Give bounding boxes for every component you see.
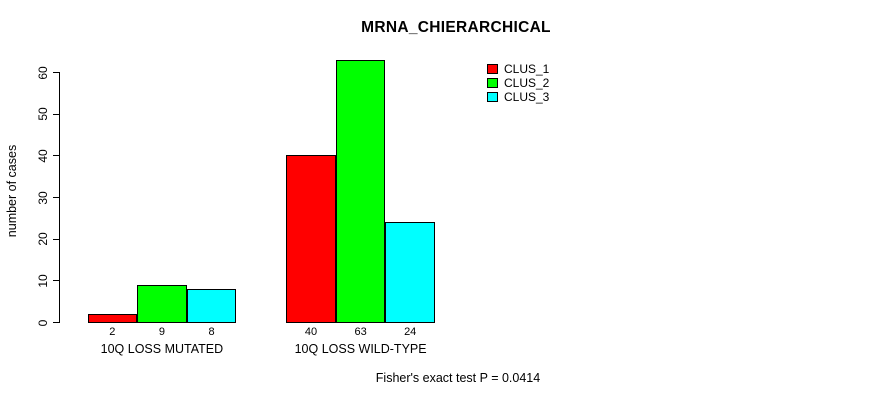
legend-swatch-clus_1 [487, 64, 498, 74]
y-axis-line [59, 72, 60, 323]
legend-label: CLUS_2 [504, 76, 550, 90]
chart-title: MRNA_CHIERARCHICAL [361, 19, 551, 36]
legend-label: CLUS_1 [504, 62, 550, 76]
bar-clus_1-group2 [286, 155, 336, 323]
legend-item: CLUS_2 [487, 76, 549, 90]
y-axis-label: number of cases [5, 144, 19, 238]
bar-clus_2-group1 [137, 284, 187, 323]
bar-value-label: 9 [158, 325, 165, 338]
y-tick-label: 60 [36, 65, 50, 80]
y-tick-label: 10 [36, 274, 50, 288]
bar-value-label: 63 [354, 325, 367, 338]
bar-clus_3-group1 [186, 288, 237, 323]
y-tick [53, 72, 59, 73]
x-category-label: 10Q LOSS WILD-TYPE [294, 341, 427, 356]
y-tick [53, 238, 59, 240]
x-category-label: 10Q LOSS MUTATED [100, 341, 224, 356]
bar-value-label: 40 [304, 325, 318, 338]
y-tick-label: 50 [36, 107, 50, 121]
y-tick-label: 20 [36, 232, 50, 246]
bar-value-label: 8 [208, 325, 215, 338]
y-tick [53, 197, 59, 198]
y-tick [53, 113, 59, 115]
y-tick [53, 322, 59, 323]
bar-clus_2-group2 [335, 59, 386, 323]
bar-clus_3-group2 [385, 222, 435, 323]
legend-label: CLUS_3 [504, 90, 550, 104]
y-tick [53, 155, 59, 157]
fisher-test-annotation: Fisher's exact test P = 0.0414 [375, 371, 541, 385]
bar-value-label: 24 [404, 325, 417, 338]
y-tick-label: 30 [36, 190, 50, 205]
legend-item: CLUS_1 [487, 62, 549, 76]
y-tick-label: 40 [36, 149, 50, 163]
legend-swatch-clus_3 [487, 92, 498, 102]
y-tick-label: 0 [36, 319, 50, 326]
bar-clus_1-group1 [87, 313, 138, 323]
bar-value-label: 2 [109, 325, 116, 338]
y-tick [53, 280, 59, 282]
legend: CLUS_1 CLUS_2 CLUS_3 [487, 62, 549, 104]
legend-swatch-clus_2 [487, 78, 498, 88]
legend-item: CLUS_3 [487, 90, 549, 104]
